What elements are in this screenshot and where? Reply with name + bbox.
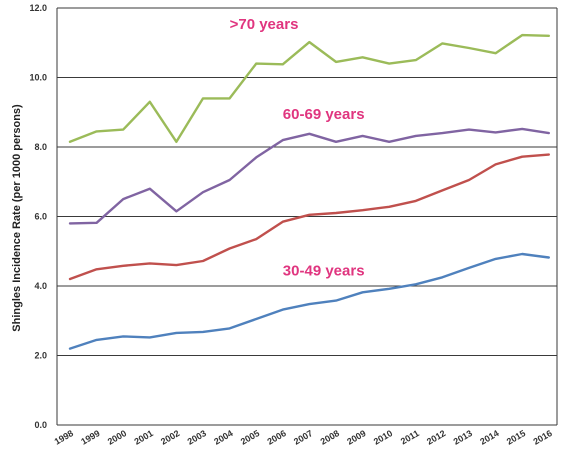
y-tick-label-3: 6.0	[34, 212, 47, 222]
x-tick-labels: 1998 1999 2000 2001 2002 2003 2004 2005 2006 2007…	[53, 428, 554, 447]
x-tick-label-2: 2000	[106, 428, 128, 447]
y-tick-label-4: 8.0	[34, 142, 47, 152]
x-tick-label-17: 2015	[505, 428, 527, 447]
series-lines	[68, 33, 550, 350]
x-tick-label-9: 2007	[292, 428, 314, 447]
axes	[56, 8, 558, 425]
y-tick-label-6: 12.0	[29, 3, 47, 13]
x-tick-label-15: 2013	[452, 428, 474, 447]
x-tick-label-4: 2002	[159, 428, 181, 447]
x-tick-label-16: 2014	[478, 428, 500, 447]
x-tick-label-5: 2003	[186, 428, 208, 447]
annotation-1: 60-69 years	[283, 106, 365, 123]
x-tick-label-12: 2010	[372, 428, 394, 447]
series-line-s6069	[68, 127, 550, 225]
y-axis-label: Shingles Incidence Rate (per 1000 person…	[11, 104, 23, 332]
x-tick-label-6: 2004	[212, 428, 234, 447]
annotation-2: 30-49 years	[283, 263, 365, 280]
x-tick-label-3: 2001	[132, 428, 154, 447]
y-tick-label-0: 0.0	[34, 420, 47, 430]
series-line-s5059	[68, 153, 550, 281]
x-tick-label-11: 2009	[345, 428, 367, 447]
series-annotations: >70 years 60-69 years 30-49 years	[230, 16, 365, 280]
y-tick-label-1: 2.0	[34, 351, 47, 361]
x-tick-label-18: 2016	[531, 428, 553, 447]
x-tick-label-8: 2006	[265, 428, 287, 447]
x-tick-label-13: 2011	[399, 428, 421, 446]
grid-lines	[57, 7, 557, 426]
series-line-s3049	[68, 252, 550, 350]
x-tick-label-14: 2012	[425, 428, 447, 447]
y-tick-labels: 0.0 2.0 4.0 6.0 8.0 10.0 12.0	[29, 3, 47, 430]
x-tick-label-7: 2005	[239, 428, 261, 447]
y-tick-label-5: 10.0	[29, 73, 47, 83]
x-tick-label-1: 1999	[79, 428, 101, 447]
x-tick-label-0: 1998	[53, 428, 75, 447]
x-tick-label-10: 2008	[319, 428, 341, 447]
series-line-s70	[68, 33, 550, 144]
y-tick-label-2: 4.0	[34, 281, 47, 291]
annotation-0: >70 years	[230, 16, 299, 33]
